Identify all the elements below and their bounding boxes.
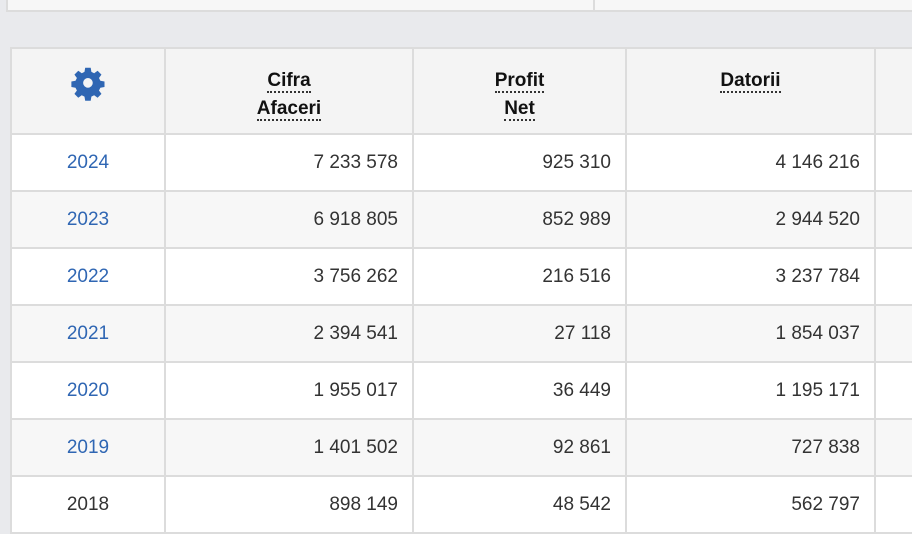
extra-cell <box>874 418 912 477</box>
table-row: 2024 7 233 578 925 310 4 146 216 <box>10 133 912 192</box>
column-header-extra <box>874 47 912 135</box>
cifra-afaceri-cell: 2 394 541 <box>164 304 414 363</box>
cifra-afaceri-cell: 6 918 805 <box>164 190 414 249</box>
extra-cell <box>874 304 912 363</box>
column-header-datorii[interactable]: Datorii <box>625 47 876 135</box>
datorii-cell: 1 854 037 <box>625 304 876 363</box>
table-row: 2020 1 955 017 36 449 1 195 171 <box>10 361 912 420</box>
column-header-profit-net[interactable]: Profit Net <box>412 47 627 135</box>
profit-net-cell: 27 118 <box>412 304 627 363</box>
top-panel <box>6 0 912 12</box>
year-link[interactable]: 2022 <box>10 247 166 306</box>
year-link[interactable]: 2024 <box>10 133 166 192</box>
profit-net-cell: 48 542 <box>412 475 627 534</box>
column-header-cifra-afaceri[interactable]: Cifra Afaceri <box>164 47 414 135</box>
year-link[interactable]: 2021 <box>10 304 166 363</box>
datorii-cell: 562 797 <box>625 475 876 534</box>
year-link[interactable]: 2019 <box>10 418 166 477</box>
cifra-afaceri-cell: 7 233 578 <box>164 133 414 192</box>
extra-cell <box>874 247 912 306</box>
financial-table: Cifra Afaceri Profit Net Datorii 2024 7 23… <box>10 47 912 534</box>
datorii-cell: 3 237 784 <box>625 247 876 306</box>
profit-net-cell: 925 310 <box>412 133 627 192</box>
table-row: 2022 3 756 262 216 516 3 237 784 <box>10 247 912 306</box>
profit-net-cell: 36 449 <box>412 361 627 420</box>
cifra-afaceri-cell: 3 756 262 <box>164 247 414 306</box>
datorii-cell: 727 838 <box>625 418 876 477</box>
cifra-afaceri-cell: 898 149 <box>164 475 414 534</box>
table-row: 2019 1 401 502 92 861 727 838 <box>10 418 912 477</box>
table-row: 2021 2 394 541 27 118 1 854 037 <box>10 304 912 363</box>
profit-net-cell: 92 861 <box>412 418 627 477</box>
extra-cell <box>874 133 912 192</box>
year-link[interactable]: 2018 <box>10 475 166 534</box>
profit-net-cell: 216 516 <box>412 247 627 306</box>
table-header: Cifra Afaceri Profit Net Datorii <box>10 47 912 135</box>
datorii-cell: 2 944 520 <box>625 190 876 249</box>
cifra-afaceri-cell: 1 955 017 <box>164 361 414 420</box>
cifra-afaceri-cell: 1 401 502 <box>164 418 414 477</box>
table-row: 2018 898 149 48 542 562 797 <box>10 475 912 534</box>
settings-header[interactable] <box>10 47 166 135</box>
panel-divider <box>593 0 595 10</box>
datorii-cell: 1 195 171 <box>625 361 876 420</box>
datorii-cell: 4 146 216 <box>625 133 876 192</box>
table-row: 2023 6 918 805 852 989 2 944 520 <box>10 190 912 249</box>
year-link[interactable]: 2023 <box>10 190 166 249</box>
extra-cell <box>874 190 912 249</box>
gear-icon[interactable] <box>70 67 106 112</box>
extra-cell <box>874 361 912 420</box>
year-link[interactable]: 2020 <box>10 361 166 420</box>
extra-cell <box>874 475 912 534</box>
profit-net-cell: 852 989 <box>412 190 627 249</box>
